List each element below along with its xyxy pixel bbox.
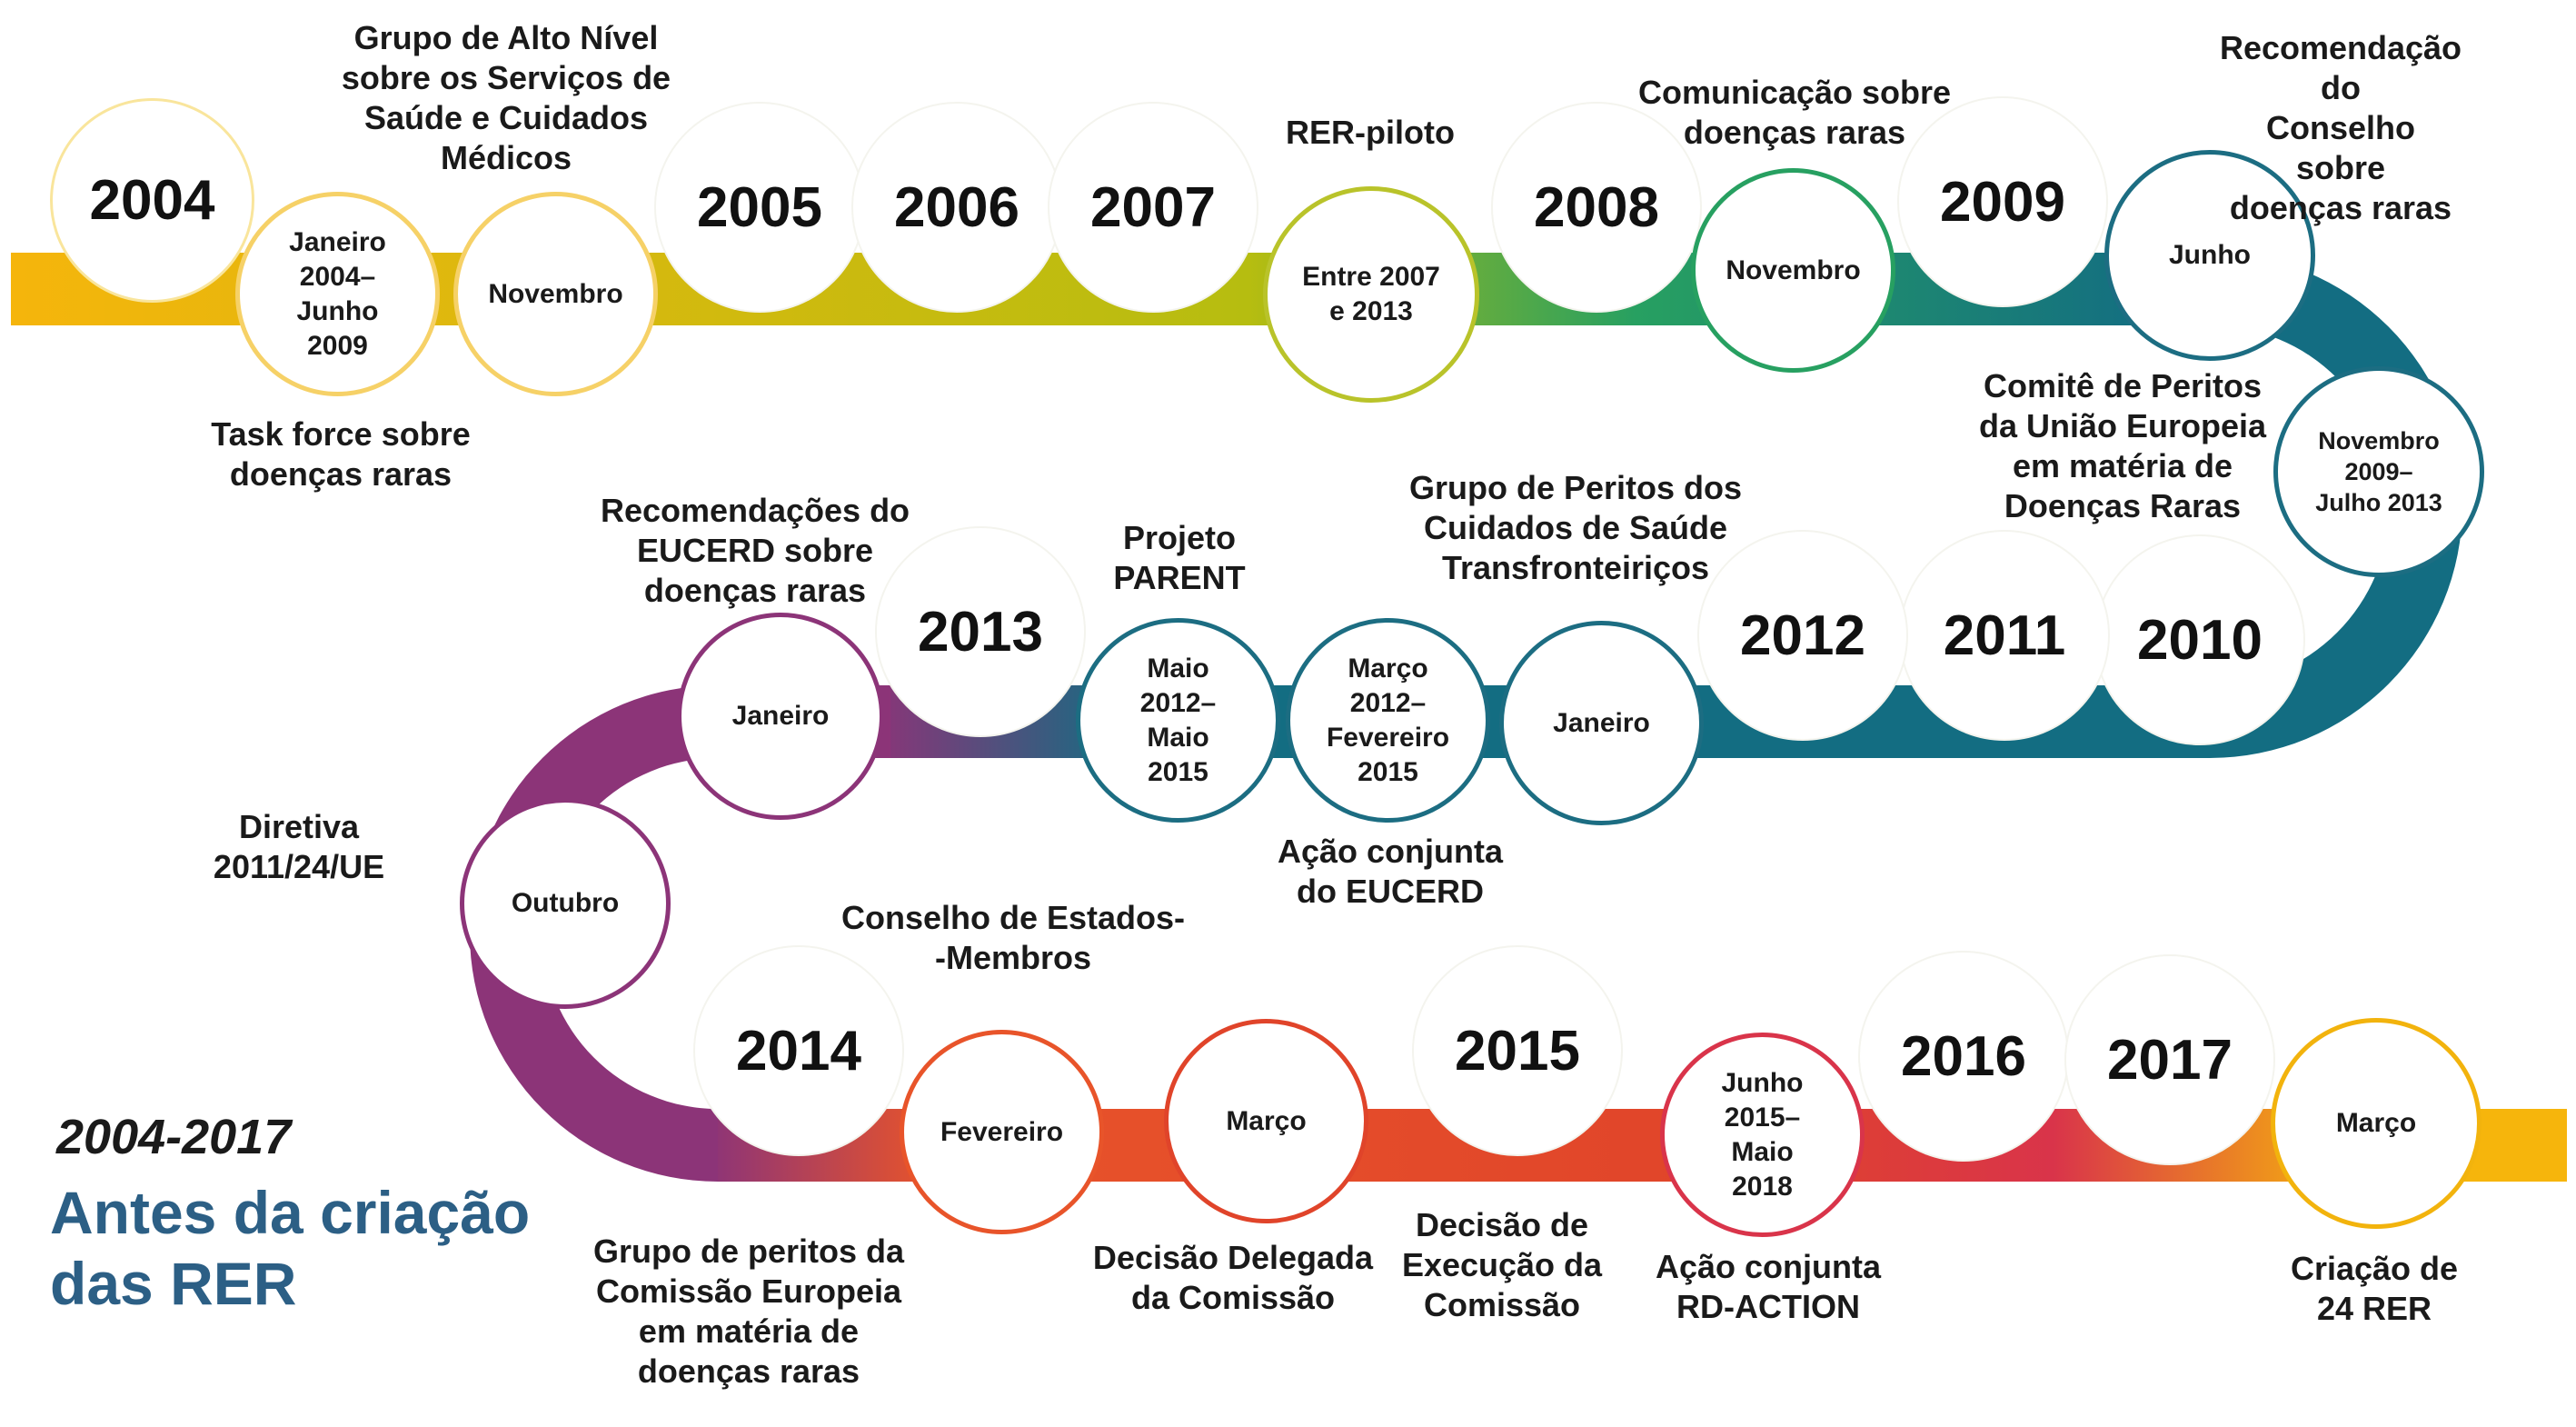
- event-circle-commission-expert-group: Fevereiro: [900, 1030, 1104, 1234]
- year-circle-2007: 2007: [1048, 102, 1258, 313]
- year-circle-2005: 2005: [654, 102, 865, 313]
- label-council-recommendation: Recomendação do Conselho sobre doenças r…: [2219, 29, 2462, 226]
- label-high-level-group: Grupo de Alto Nível sobre os Serviços de…: [341, 19, 671, 176]
- year-circle-2011: 2011: [1899, 530, 2110, 741]
- year-circle-2015: 2015: [1412, 945, 1623, 1156]
- year-circle-2010: 2010: [2094, 534, 2305, 745]
- event-circle-directive: Outubro: [460, 798, 671, 1009]
- label-task-force: Task force sobre doenças raras: [211, 415, 471, 493]
- label-commission-expert-group: Grupo de peritos da Comissão Europeia em…: [592, 1232, 905, 1390]
- year-circle-2012: 2012: [1697, 530, 1908, 741]
- label-eucerd-joint-action: Ação conjunta do EUCERD: [1277, 833, 1504, 910]
- label-eucerd-recommendations: Recomendações do EUCERD sobre doenças ra…: [600, 492, 910, 609]
- year-circle-2013: 2013: [875, 526, 1086, 737]
- label-delegated-decision: Decisão Delegada da Comissão: [1092, 1239, 1374, 1316]
- label-parent-project: Projeto PARENT: [1113, 519, 1246, 596]
- event-circle-rer-pilot: Entre 2007 e 2013: [1263, 186, 1479, 403]
- year-circle-2009: 2009: [1897, 96, 2108, 307]
- event-circle-parent-project: Maio 2012– Maio 2015: [1076, 618, 1280, 823]
- event-circle-eucerd-joint-action: Março 2012– Fevereiro 2015: [1286, 618, 1490, 823]
- event-circle-cross-border-group: Janeiro: [1499, 621, 1704, 825]
- period-title: 2004-2017: [56, 1110, 292, 1164]
- event-circle-expert-committee: Novembro 2009– Julho 2013: [2273, 366, 2484, 577]
- event-circle-rd-action: Junho 2015– Maio 2018: [1660, 1033, 1865, 1237]
- event-circle-communication: Novembro: [1691, 168, 1895, 373]
- event-circle-task-force: Janeiro 2004– Junho 2009: [235, 192, 440, 396]
- label-member-states-council: Conselho de Estados- -Membros: [840, 899, 1186, 976]
- event-circle-delegated-decision: Março: [1164, 1019, 1368, 1223]
- page-subtitle: Antes da criação das RER: [50, 1179, 531, 1317]
- year-circle-2006: 2006: [851, 102, 1062, 313]
- event-circle-high-level-group: Novembro: [453, 192, 658, 396]
- event-circle-council-recommendation: Junho: [2104, 150, 2315, 361]
- event-circle-24-rer-creation: Março: [2271, 1018, 2482, 1229]
- year-circle-2008: 2008: [1491, 102, 1702, 313]
- label-cross-border-group: Grupo de Peritos dos Cuidados de Saúde T…: [1408, 469, 1743, 586]
- year-circle-2016: 2016: [1858, 951, 2069, 1162]
- label-rer-pilot: RER-piloto: [1286, 114, 1455, 151]
- label-implementing-decision: Decisão de Execução da Comissão: [1401, 1206, 1603, 1323]
- label-communication: Comunicação sobre doenças raras: [1637, 74, 1952, 151]
- event-circle-eucerd-recommendations: Janeiro: [677, 613, 884, 820]
- label-directive: Diretiva 2011/24/UE: [213, 808, 385, 885]
- year-circle-2017: 2017: [2064, 954, 2275, 1165]
- label-rd-action: Ação conjunta RD-ACTION: [1655, 1248, 1882, 1325]
- label-expert-committee: Comitê de Peritos da União Europeia em m…: [1978, 367, 2267, 524]
- year-circle-2004: 2004: [50, 98, 254, 303]
- year-circle-2014: 2014: [693, 945, 904, 1156]
- label-24-rer-creation: Criação de 24 RER: [2290, 1250, 2459, 1327]
